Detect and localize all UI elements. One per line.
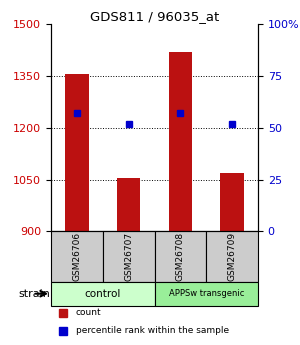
Text: GSM26709: GSM26709 [228,232,237,281]
Text: percentile rank within the sample: percentile rank within the sample [76,326,229,335]
Bar [154,282,258,306]
Bar [51,282,154,306]
Text: strain: strain [18,289,50,299]
Text: APPSw transgenic: APPSw transgenic [169,289,244,298]
Bar [169,52,192,231]
Text: GSM26708: GSM26708 [176,232,185,281]
Bar [206,231,258,282]
Bar [154,231,206,282]
Text: GSM26707: GSM26707 [124,232,133,281]
Bar [103,231,154,282]
Text: control: control [85,289,121,299]
Bar [51,231,103,282]
Bar [117,178,140,231]
Title: GDS811 / 96035_at: GDS811 / 96035_at [90,10,219,23]
Bar [65,74,88,231]
Bar [220,173,244,231]
Text: GSM26706: GSM26706 [72,232,81,281]
Text: count: count [76,308,101,317]
